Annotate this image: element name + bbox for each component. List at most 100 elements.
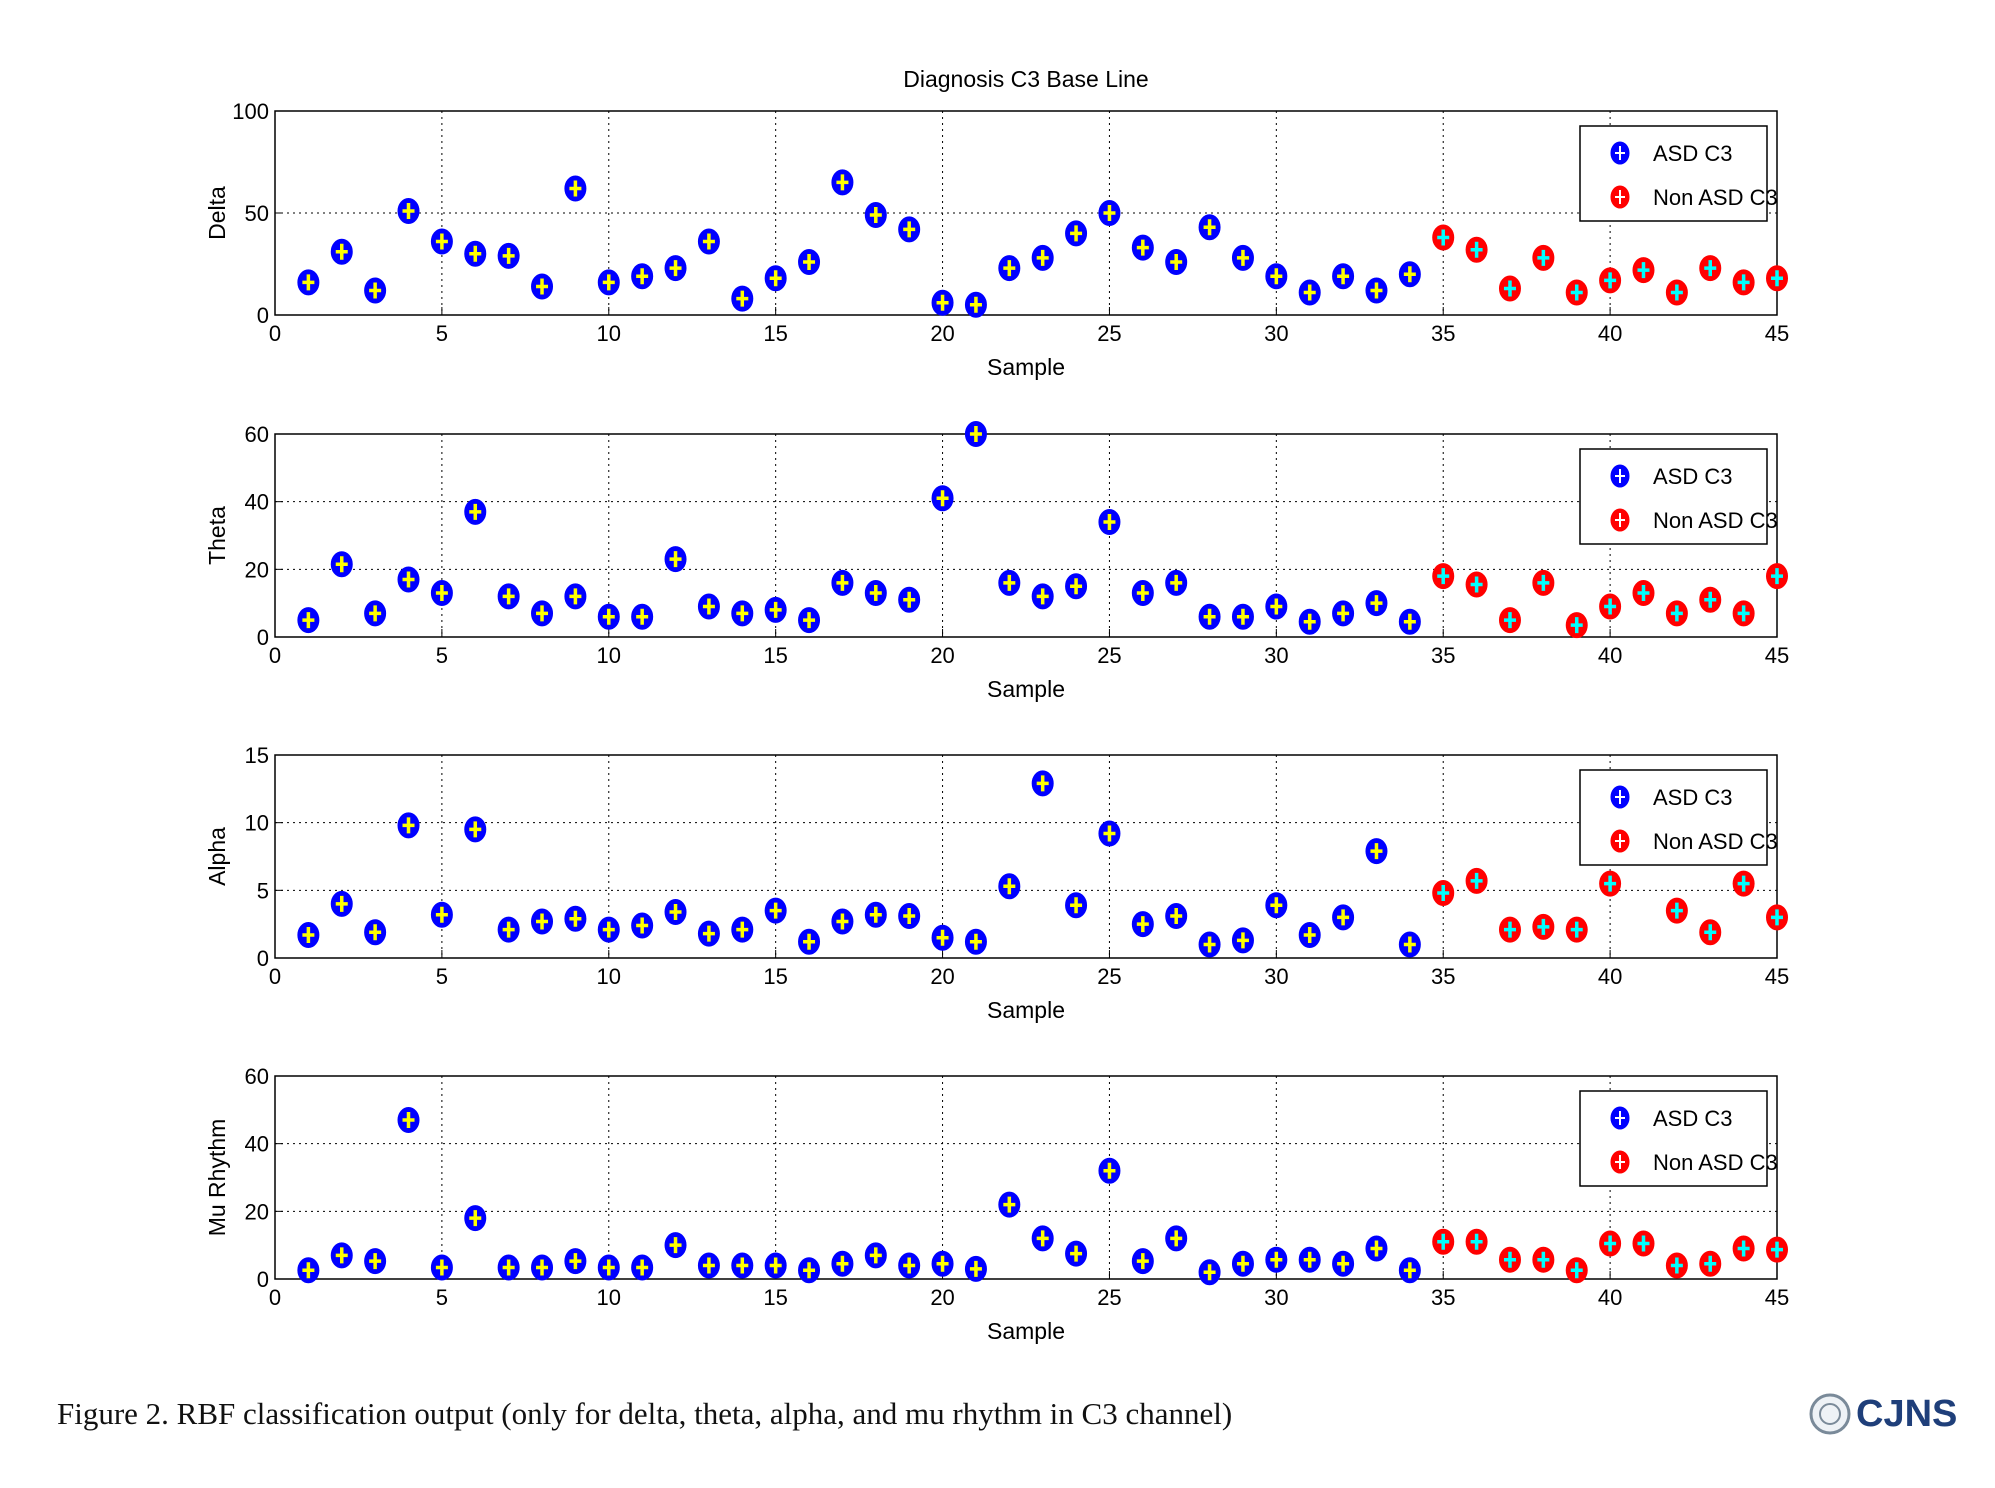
- x-tick-label: 10: [597, 1285, 621, 1310]
- x-tick-label: 15: [763, 964, 787, 989]
- data-point: [864, 1242, 887, 1269]
- legend-label: ASD C3: [1653, 1106, 1732, 1131]
- data-point: [1732, 1235, 1755, 1262]
- data-point: [1131, 580, 1154, 607]
- data-point: [1432, 1228, 1455, 1255]
- data-point: [1131, 234, 1154, 261]
- marker-plus: [1370, 595, 1383, 612]
- data-point: [731, 916, 754, 943]
- subplot: 0 5 10 15 20 25 30 35 40 45 0 20 40 60 Sample Mu Rhythm…: [204, 1064, 1789, 1344]
- marker-plus: [369, 605, 382, 622]
- marker-plus: [1337, 1255, 1350, 1272]
- marker-plus: [569, 588, 582, 605]
- marker-plus: [302, 274, 315, 291]
- data-point: [1065, 573, 1088, 600]
- marker-plus: [1403, 266, 1416, 283]
- x-tick-label: 35: [1431, 964, 1455, 989]
- data-point: [430, 580, 453, 607]
- data-point: [1198, 214, 1221, 241]
- marker-plus: [903, 221, 916, 238]
- marker-plus: [402, 817, 415, 834]
- marker-plus: [736, 921, 749, 938]
- y-tick-label: 0: [257, 946, 269, 971]
- emblem-ring: [1809, 1393, 1851, 1435]
- marker-plus: [502, 1259, 515, 1276]
- data-point: [1565, 612, 1588, 639]
- marker-plus: [1236, 608, 1249, 625]
- y-axis-label: Mu Rhythm: [204, 1119, 230, 1237]
- marker-plus: [502, 247, 515, 264]
- marker-plus: [736, 1257, 749, 1274]
- marker-plus: [1470, 576, 1483, 593]
- data-point: [898, 903, 921, 930]
- x-tick-label: 5: [436, 321, 448, 346]
- marker-plus: [869, 906, 882, 923]
- figure: Diagnosis C3 Base Line 0 5 10 15 20 25 30 35 40 45…: [204, 66, 1789, 1344]
- plot-frame: [274, 110, 1778, 316]
- marker-plus: [335, 1247, 348, 1264]
- data-point: [1665, 1252, 1688, 1279]
- y-tick-label: 15: [245, 743, 269, 768]
- x-tick-label: 0: [269, 964, 281, 989]
- data-point: [631, 263, 654, 290]
- marker-plus: [636, 608, 649, 625]
- marker-plus: [1537, 249, 1550, 266]
- data-point: [397, 812, 420, 839]
- y-tick-label: 40: [245, 490, 269, 515]
- data-point: [1298, 1246, 1321, 1273]
- data-point: [1031, 244, 1054, 271]
- x-tick-label: 35: [1431, 1285, 1455, 1310]
- marker-plus: [936, 294, 949, 311]
- marker-plus: [1437, 229, 1450, 246]
- marker-plus: [869, 1247, 882, 1264]
- data-point: [397, 1106, 420, 1133]
- x-tick-label: 40: [1598, 643, 1622, 668]
- marker-plus: [1503, 612, 1516, 629]
- marker-plus: [936, 490, 949, 507]
- marker-plus: [1337, 909, 1350, 926]
- data-point: [798, 1257, 821, 1284]
- data-point: [1231, 927, 1254, 954]
- marker-plus: [1136, 239, 1149, 256]
- y-tick-label: 40: [245, 1132, 269, 1157]
- marker-plus: [602, 921, 615, 938]
- marker-plus: [469, 245, 482, 262]
- data-point: [764, 897, 787, 924]
- marker-plus: [1036, 588, 1049, 605]
- data-point: [1398, 608, 1421, 635]
- marker-plus: [1103, 513, 1116, 530]
- data-point: [531, 1254, 554, 1281]
- data-point: [1699, 586, 1722, 613]
- legend-label: ASD C3: [1653, 785, 1732, 810]
- marker-plus: [1203, 936, 1216, 953]
- data-point: [1432, 224, 1455, 251]
- marker-plus: [1270, 1251, 1283, 1268]
- marker-plus: [1003, 878, 1016, 895]
- data-point: [1665, 279, 1688, 306]
- marker-plus: [302, 612, 315, 629]
- legend-box: [1579, 769, 1768, 866]
- data-point: [1265, 263, 1288, 290]
- data-point: [964, 421, 987, 447]
- marker-plus: [769, 601, 782, 618]
- marker-plus: [1503, 1251, 1516, 1268]
- data-point: [697, 1252, 720, 1279]
- data-point: [664, 898, 687, 925]
- data-point: [1732, 870, 1755, 897]
- legend-marker: [1610, 141, 1630, 165]
- subplot: Diagnosis C3 Base Line 0 5 10 15 20 25 30 35 40 45…: [204, 66, 1789, 380]
- marker-plus: [1170, 253, 1183, 270]
- marker-plus: [502, 588, 515, 605]
- data-point: [1098, 820, 1121, 847]
- marker-plus: [669, 903, 682, 920]
- marker-plus: [1704, 591, 1717, 608]
- marker-plus: [435, 906, 448, 923]
- marker-plus: [1236, 1255, 1249, 1272]
- data-point: [1398, 1257, 1421, 1284]
- x-tick-label: 45: [1765, 964, 1789, 989]
- x-tick-label: 20: [930, 321, 954, 346]
- marker-plus: [803, 933, 816, 950]
- data-point: [1465, 1228, 1488, 1255]
- data-point: [1732, 600, 1755, 627]
- marker-plus: [1303, 926, 1316, 943]
